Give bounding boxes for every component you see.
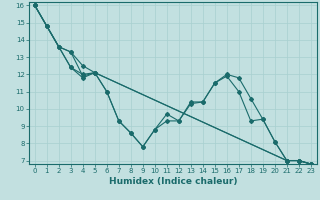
X-axis label: Humidex (Indice chaleur): Humidex (Indice chaleur) [108, 177, 237, 186]
